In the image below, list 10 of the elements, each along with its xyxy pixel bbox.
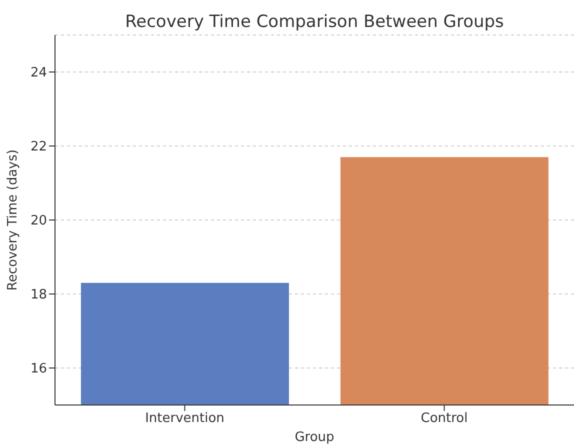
x-tick-label: Intervention [145, 411, 224, 426]
x-tick-label: Control [420, 411, 468, 426]
y-tick-label: 24 [30, 66, 47, 81]
y-tick-label: 20 [30, 214, 47, 229]
chart-title: Recovery Time Comparison Between Groups [124, 12, 505, 32]
y-tick-label: 18 [30, 288, 47, 303]
x-axis-title: Group [294, 430, 334, 445]
y-axis-title: Recovery Time (days) [6, 149, 21, 291]
y-tick-label: 16 [30, 362, 47, 377]
y-tick-label: 22 [30, 140, 47, 155]
